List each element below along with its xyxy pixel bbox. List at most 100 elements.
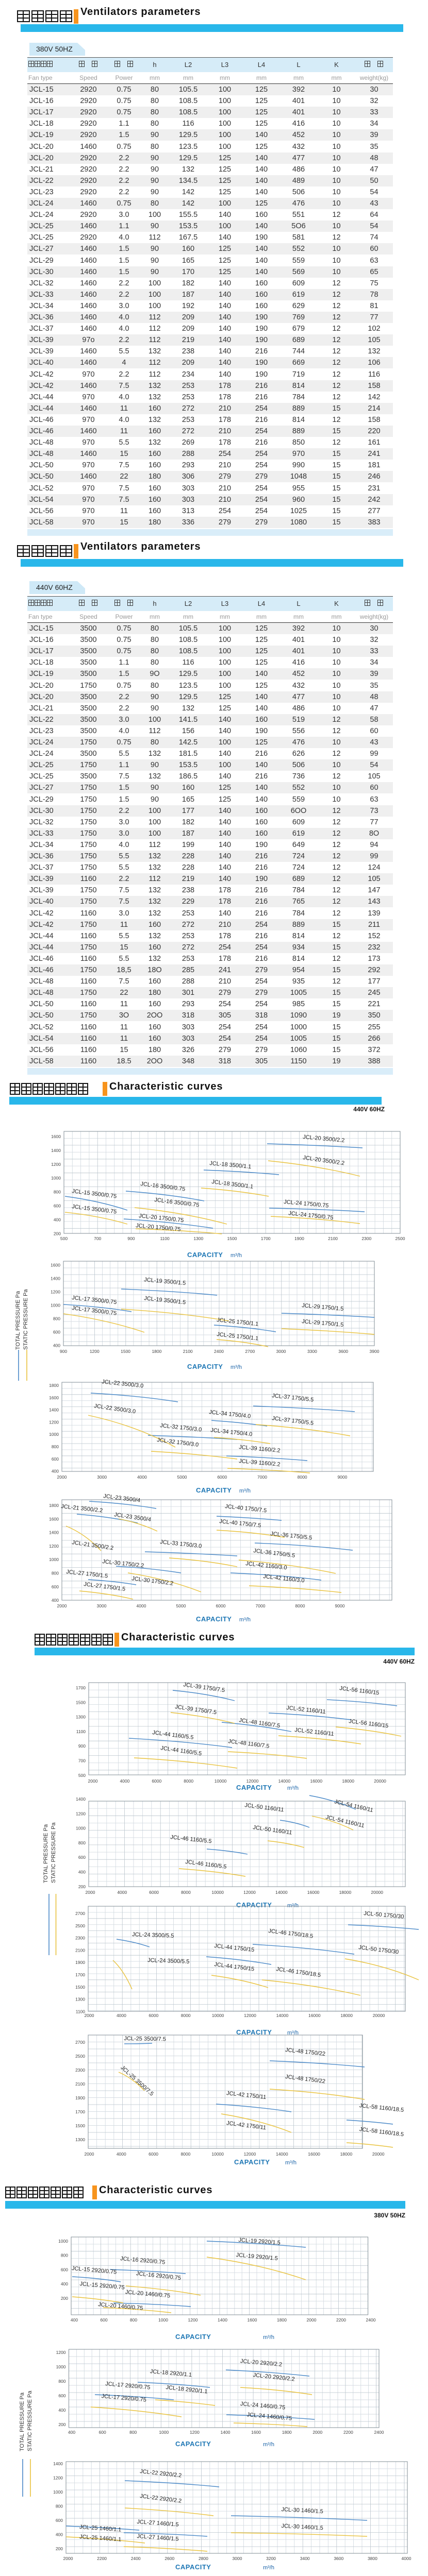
svg-text:800: 800 — [52, 1571, 59, 1576]
svg-text:400: 400 — [68, 2430, 75, 2435]
svg-text:9000: 9000 — [337, 1475, 347, 1480]
svg-text:JCL-27 1750/1.5: JCL-27 1750/1.5 — [66, 1569, 108, 1579]
svg-text:3600: 3600 — [334, 2556, 343, 2561]
svg-text:14000: 14000 — [275, 1890, 288, 1895]
svg-text:JCL-20 3500/2.2: JCL-20 3500/2.2 — [303, 1155, 345, 1166]
svg-text:4000: 4000 — [120, 1778, 129, 1784]
svg-text:16000: 16000 — [308, 2151, 320, 2157]
svg-text:20000: 20000 — [373, 2013, 385, 2018]
svg-text:16000: 16000 — [307, 1890, 320, 1895]
svg-text:1200: 1200 — [51, 1162, 61, 1167]
svg-text:JCL-58 1160/18.5: JCL-58 1160/18.5 — [359, 2126, 404, 2138]
svg-text:200: 200 — [56, 2546, 63, 2551]
svg-text:600: 600 — [58, 2393, 65, 2398]
svg-text:7000: 7000 — [257, 1475, 267, 1480]
svg-text:1500: 1500 — [121, 1349, 130, 1354]
svg-text:JCL-22 2920/2.2: JCL-22 2920/2.2 — [140, 2493, 182, 2504]
svg-text:JCL-19 3500/1.5: JCL-19 3500/1.5 — [144, 1295, 186, 1306]
svg-text:CAPACITY: CAPACITY — [196, 1486, 232, 1494]
svg-text:JCL-23 3500/4: JCL-23 3500/4 — [103, 1493, 141, 1504]
svg-text:7000: 7000 — [256, 1603, 266, 1608]
svg-text:m³/h: m³/h — [287, 2030, 299, 2036]
svg-text:1200: 1200 — [190, 2430, 200, 2435]
svg-text:JCL-20 1750/0.75: JCL-20 1750/0.75 — [136, 1223, 181, 1233]
svg-text:8000: 8000 — [180, 2151, 190, 2157]
svg-text:JCL-27 1460/1.5: JCL-27 1460/1.5 — [137, 2533, 179, 2543]
svg-text:3900: 3900 — [370, 1349, 380, 1354]
svg-text:m³/h: m³/h — [287, 1903, 299, 1909]
svg-text:18000: 18000 — [340, 2013, 353, 2018]
svg-text:500: 500 — [60, 1236, 68, 1241]
svg-text:JCL-40 1750/7.5: JCL-40 1750/7.5 — [225, 1503, 267, 1514]
svg-text:1200: 1200 — [49, 1419, 59, 1425]
svg-text:JCL-58 1160/18.5: JCL-58 1160/18.5 — [359, 2103, 404, 2113]
svg-text:JCL-21 3500/2.2: JCL-21 3500/2.2 — [72, 1539, 114, 1551]
svg-text:JCL-20 3500/2.2: JCL-20 3500/2.2 — [303, 1134, 345, 1144]
svg-text:JCL-19 3500/1.5: JCL-19 3500/1.5 — [144, 1277, 186, 1286]
svg-text:6000: 6000 — [149, 2151, 158, 2157]
svg-text:3200: 3200 — [266, 2556, 276, 2561]
svg-text:2100: 2100 — [183, 1349, 193, 1354]
svg-text:JCL-48 1160/7.5: JCL-48 1160/7.5 — [228, 1738, 270, 1750]
svg-text:1400: 1400 — [49, 1530, 59, 1535]
svg-text:CAPACITY: CAPACITY — [236, 1901, 272, 1909]
svg-text:2000: 2000 — [57, 1475, 67, 1480]
svg-text:1000: 1000 — [56, 2364, 66, 2369]
svg-text:400: 400 — [53, 1343, 60, 1348]
svg-text:400: 400 — [54, 1217, 61, 1222]
svg-text:2600: 2600 — [164, 2556, 174, 2561]
svg-text:STATIC PRESSURE Pa: STATIC PRESSURE Pa — [51, 1822, 57, 1883]
svg-text:200: 200 — [78, 1884, 86, 1889]
svg-text:3800: 3800 — [368, 2556, 377, 2561]
svg-text:1200: 1200 — [51, 1290, 60, 1295]
svg-text:2000: 2000 — [63, 2556, 73, 2561]
svg-text:8000: 8000 — [181, 1890, 191, 1895]
svg-text:6000: 6000 — [149, 1890, 159, 1895]
svg-text:3600: 3600 — [338, 1349, 348, 1354]
svg-text:3400: 3400 — [300, 2556, 310, 2561]
svg-text:2200: 2200 — [336, 2317, 346, 2323]
svg-text:JCL-32 1750/3.0: JCL-32 1750/3.0 — [157, 1437, 199, 1448]
svg-text:1600: 1600 — [49, 1395, 59, 1400]
svg-text:400: 400 — [52, 1469, 59, 1474]
svg-text:JCL-50 1160/11: JCL-50 1160/11 — [253, 1824, 293, 1836]
svg-text:JCL-18 3500/1.1: JCL-18 3500/1.1 — [209, 1160, 252, 1170]
svg-text:1900: 1900 — [75, 1960, 85, 1965]
svg-text:2400: 2400 — [131, 2556, 141, 2561]
svg-text:1900: 1900 — [294, 1236, 304, 1241]
svg-text:2300: 2300 — [75, 2067, 85, 2073]
svg-text:1700: 1700 — [75, 2109, 85, 2114]
svg-text:JCL-42 1160/3.0: JCL-42 1160/3.0 — [245, 1561, 287, 1571]
svg-text:20000: 20000 — [372, 2151, 385, 2157]
svg-text:JCL-48 1750/22: JCL-48 1750/22 — [285, 2074, 325, 2084]
svg-text:1400: 1400 — [49, 1408, 59, 1413]
svg-text:JCL-24 1460/0.75: JCL-24 1460/0.75 — [240, 2401, 285, 2411]
svg-text:CAPACITY: CAPACITY — [187, 1251, 223, 1259]
svg-text:JCL-46 1160/5.5: JCL-46 1160/5.5 — [185, 1859, 227, 1870]
svg-text:1400: 1400 — [218, 2317, 227, 2323]
svg-text:1300: 1300 — [193, 1236, 203, 1241]
svg-text:m³/h: m³/h — [231, 1364, 242, 1370]
svg-text:JCL-36 1750/5.5: JCL-36 1750/5.5 — [270, 1531, 312, 1541]
svg-text:10000: 10000 — [212, 2013, 224, 2018]
svg-text:2700: 2700 — [245, 1349, 255, 1354]
svg-text:1300: 1300 — [75, 1997, 85, 2002]
svg-text:2000: 2000 — [88, 1778, 98, 1784]
svg-text:400: 400 — [58, 2408, 65, 2413]
svg-text:CAPACITY: CAPACITY — [187, 1363, 223, 1370]
svg-text:JCL-37 1750/5.5: JCL-37 1750/5.5 — [272, 1393, 314, 1403]
svg-text:400: 400 — [71, 2317, 78, 2323]
svg-text:1200: 1200 — [53, 2476, 63, 2481]
svg-text:1200: 1200 — [56, 2350, 66, 2355]
svg-text:3000: 3000 — [97, 1603, 107, 1608]
svg-text:JCL-39 1160/2.2: JCL-39 1160/2.2 — [239, 1458, 281, 1468]
svg-text:2400: 2400 — [366, 2317, 376, 2323]
svg-text:800: 800 — [53, 1316, 60, 1321]
svg-text:2400: 2400 — [214, 1349, 224, 1354]
svg-text:JCL-27 1750/1.5: JCL-27 1750/1.5 — [84, 1581, 126, 1592]
svg-text:900: 900 — [127, 1236, 135, 1241]
svg-text:CAPACITY: CAPACITY — [234, 2158, 270, 2166]
svg-text:1000: 1000 — [51, 1176, 61, 1181]
svg-text:600: 600 — [54, 1204, 61, 1209]
svg-text:2300: 2300 — [75, 1936, 85, 1941]
